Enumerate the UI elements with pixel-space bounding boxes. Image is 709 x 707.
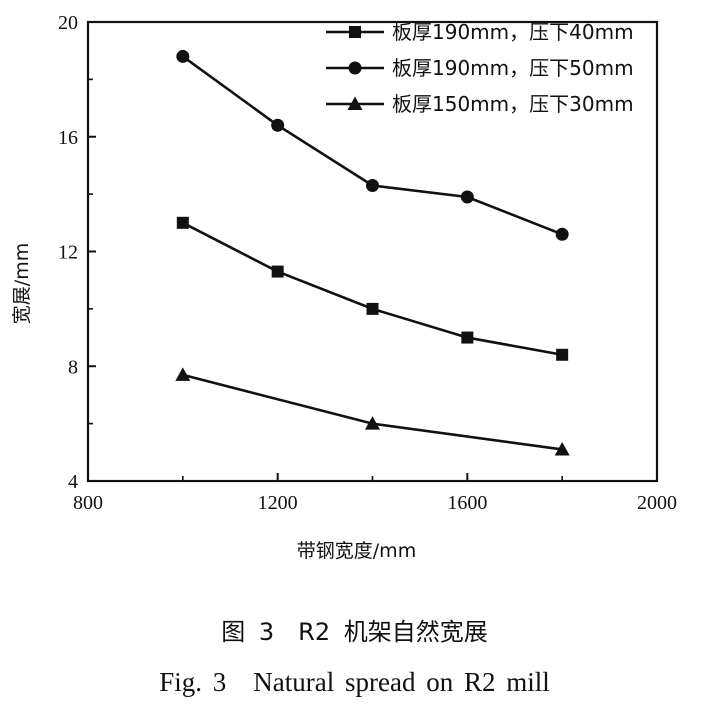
series-1-point (271, 265, 284, 278)
series-3-line (182, 373, 563, 451)
axes: 800 1200 1600 2000 4 8 12 16 20 (58, 12, 677, 514)
series-2-point (176, 49, 190, 63)
legend-label: 板厚190mm，压下50mm (392, 56, 634, 80)
x-tick-label: 800 (73, 492, 103, 514)
series-1-point (461, 331, 474, 344)
series-3-point (175, 367, 191, 381)
legend-marker (349, 26, 361, 38)
x-tick-label: 1200 (258, 492, 298, 514)
series-1-line (182, 221, 563, 357)
legend-item: 板厚150mm，压下30mm (326, 92, 634, 116)
figure-caption-english: Fig. 3 Natural spread on R2 mill (159, 667, 550, 697)
series-2-point (555, 227, 569, 241)
series-2 (176, 49, 569, 241)
series-2-point (460, 190, 474, 204)
legend-marker (348, 61, 362, 75)
y-tick-label: 20 (58, 12, 78, 34)
y-tick-label: 8 (68, 356, 78, 378)
x-tick-label: 1600 (447, 492, 487, 514)
legend: 板厚190mm，压下40mm 板厚190mm，压下50mm 板厚150mm，压下30… (326, 20, 634, 116)
legend-item: 板厚190mm，压下40mm (326, 20, 634, 44)
legend-label: 板厚190mm，压下40mm (392, 20, 634, 44)
series-layer (175, 49, 570, 456)
figure-caption-chinese: 图 3 R2 机架自然宽展 (221, 618, 488, 646)
series-3 (175, 367, 570, 456)
y-tick-label: 12 (58, 242, 78, 264)
series-1-point (556, 348, 569, 361)
legend-label: 板厚150mm，压下30mm (392, 92, 634, 116)
series-3-point (554, 441, 570, 456)
legend-marker (347, 96, 363, 110)
series-2-point (366, 179, 379, 193)
y-axis-title: 宽展/mm (11, 243, 33, 324)
x-axis-title: 带钢宽度/mm (297, 540, 416, 562)
x-tick-label: 2000 (637, 492, 677, 514)
series-1-point (176, 216, 189, 229)
series-1-point (366, 302, 379, 315)
series-3-point (365, 416, 380, 430)
series-2-line (182, 55, 563, 236)
series-2-point (271, 118, 285, 132)
series-1 (176, 216, 569, 361)
y-tick-label: 16 (58, 127, 78, 149)
legend-item: 板厚190mm，压下50mm (326, 56, 634, 80)
y-tick-label: 4 (68, 471, 78, 493)
plot-frame (86, 20, 659, 483)
